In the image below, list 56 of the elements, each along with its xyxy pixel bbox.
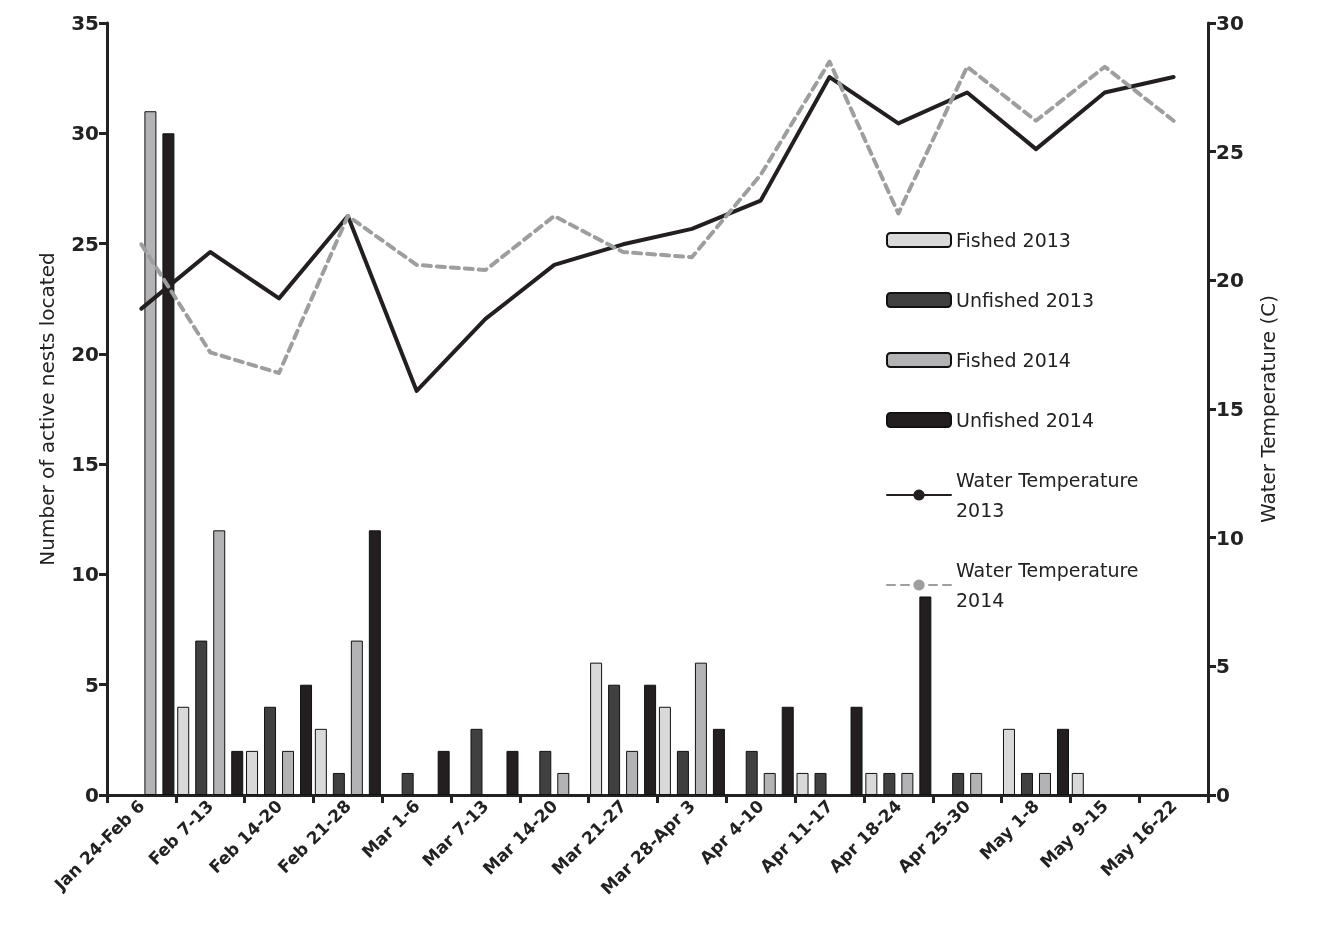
legend-label: Water Temperature 2013 xyxy=(956,469,1145,521)
bar xyxy=(195,640,208,795)
bar xyxy=(282,750,295,795)
y-tick-label: 30 xyxy=(71,121,99,146)
y-axis-title: Number of active nests located xyxy=(35,252,59,566)
y-tick-label: 15 xyxy=(71,452,99,477)
bar xyxy=(901,772,914,795)
bar xyxy=(590,662,603,795)
y-tick-label: 25 xyxy=(71,231,99,256)
bar xyxy=(557,772,570,795)
bar xyxy=(676,750,689,795)
bar xyxy=(745,750,758,795)
bar xyxy=(883,772,896,795)
bar xyxy=(865,772,878,795)
y2-tick-label: 20 xyxy=(1216,268,1244,293)
bar xyxy=(314,728,327,795)
bar xyxy=(763,772,776,795)
y2-tick-label: 25 xyxy=(1216,139,1244,164)
legend-label: Fished 2014 xyxy=(956,349,1071,371)
y-tick-label: 0 xyxy=(85,783,99,807)
bar xyxy=(608,684,621,795)
bar xyxy=(144,111,157,795)
bar xyxy=(264,706,277,795)
bar xyxy=(470,728,483,795)
legend-label: Fished 2013 xyxy=(956,229,1071,251)
y2-tick-label: 5 xyxy=(1216,654,1230,679)
y-tick-label: 10 xyxy=(71,562,99,587)
y2-tick-label: 30 xyxy=(1216,11,1244,35)
legend-label: Unfished 2013 xyxy=(956,289,1095,311)
bar xyxy=(1038,772,1051,795)
bar xyxy=(401,772,414,795)
bar xyxy=(814,772,827,795)
bar xyxy=(246,750,259,795)
y-tick-label: 20 xyxy=(71,341,99,366)
bar xyxy=(350,640,363,795)
bar xyxy=(796,772,809,795)
bar xyxy=(1071,772,1084,795)
y-tick-label: 5 xyxy=(85,672,99,697)
bar xyxy=(539,750,552,795)
bar xyxy=(1020,772,1033,795)
bar xyxy=(1002,728,1015,795)
bar xyxy=(694,662,707,795)
legend-label: Unfished 2014 xyxy=(956,409,1095,431)
y2-tick-label: 0 xyxy=(1216,783,1230,807)
bar xyxy=(658,706,671,795)
bar xyxy=(177,706,190,795)
bar xyxy=(213,530,226,795)
legend-label: Water Temperature 2014 xyxy=(956,559,1145,611)
bar xyxy=(332,772,345,795)
y2-tick-label: 10 xyxy=(1216,525,1244,550)
bar xyxy=(952,772,965,795)
y2-axis-title: Water Temperature (C) xyxy=(1256,294,1280,524)
y2-tick-label: 15 xyxy=(1216,397,1244,421)
bar xyxy=(970,772,983,795)
y-tick-label: 35 xyxy=(71,11,99,35)
bar xyxy=(626,750,639,795)
